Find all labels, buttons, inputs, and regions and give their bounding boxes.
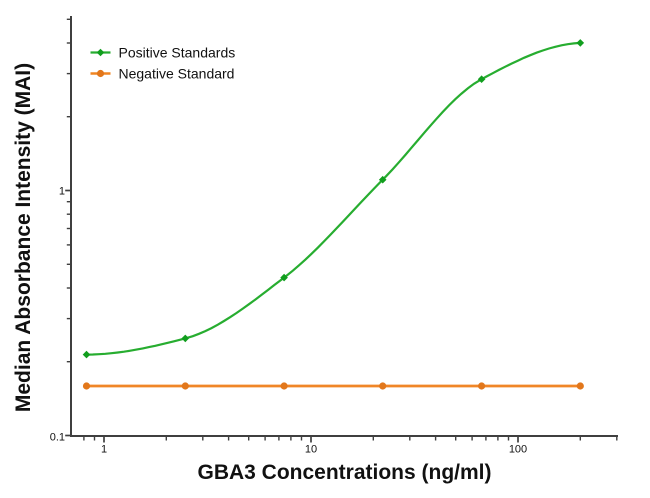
svg-text:Positive Standards: Positive Standards	[119, 45, 236, 61]
svg-text:Median Absorbance Intensity (M: Median Absorbance Intensity (MAI)	[12, 63, 35, 412]
svg-text:100: 100	[509, 444, 527, 456]
svg-text:Negative Standard: Negative Standard	[119, 66, 235, 82]
svg-text:1: 1	[101, 444, 107, 456]
svg-text:GBA3 Concentrations (ng/ml): GBA3 Concentrations (ng/ml)	[197, 461, 491, 484]
svg-text:0.1: 0.1	[50, 432, 65, 444]
svg-text:10: 10	[305, 444, 317, 456]
svg-text:1: 1	[59, 186, 65, 198]
